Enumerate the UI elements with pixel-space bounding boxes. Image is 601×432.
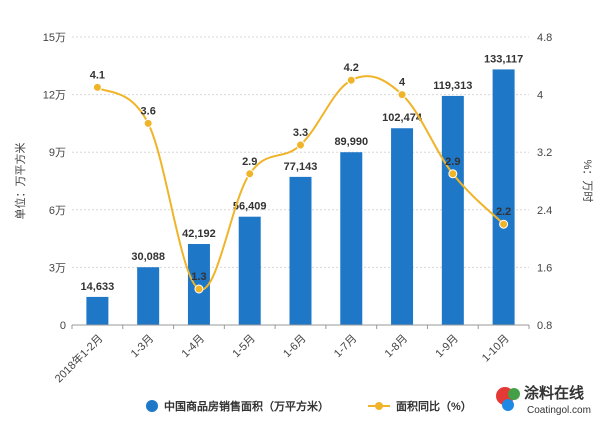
line-data-label: 3.6 [141,105,156,117]
line-data-label: 4.1 [90,69,105,81]
bar-data-label: 42,192 [182,228,216,240]
line-data-label: 1.3 [191,271,206,283]
legend: 中国商品房销售面积（万平方米） 面积同比（%） [146,399,472,413]
bar-data-label: 14,633 [81,281,115,293]
line-point [245,169,255,179]
line-point [92,82,102,92]
line-data-label: 2.9 [445,156,460,168]
bar [86,296,109,325]
watermark: 涂料在线 Coatingol.com [496,384,591,416]
x-tick-label: 1-4月 [180,333,208,361]
bar-data-label: 119,313 [433,80,472,92]
line-point [397,90,407,100]
bar-data-label: 77,143 [284,161,318,173]
legend-line-marker [375,402,383,410]
bar [492,69,515,325]
y-tick-label: 12万 [43,90,66,102]
y2-axis-title: %：万时 [581,160,594,203]
bar [137,267,160,325]
x-tick-label: 1-6月 [281,333,309,361]
line-path [96,75,505,291]
y2-tick-label: 4 [537,90,543,102]
legend-bar-swatch [146,400,158,412]
x-tick-label: 1-5月 [230,333,258,361]
bar-data-label: 30,088 [131,251,165,263]
line-data-label: 4.2 [344,62,359,74]
x-tick-label: 1-8月 [383,333,411,361]
y2-tick-label: 0.8 [537,320,552,332]
x-tick-label: 1-3月 [129,333,157,361]
line-point [448,169,458,179]
bar [238,216,261,325]
y-tick-label: 0 [60,320,66,332]
y2-tick-label: 3.2 [537,147,552,159]
bar [391,128,414,325]
watermark-site: Coatingol.com [527,405,591,416]
line-point [499,219,509,229]
line-point [296,140,305,150]
y-tick-label: 9万 [49,147,66,159]
line-data-label: 2.2 [496,206,511,218]
line-data-label: 2.9 [242,156,257,168]
x-tick-label: 1-10月 [480,333,512,365]
y-axis-title: 单位：万平方米 [13,143,27,220]
line-point [143,118,153,128]
bar-data-label: 89,990 [334,136,368,148]
line-data-label: 4 [399,77,406,89]
line-data-label: 3.3 [293,127,308,139]
x-tick-label: 1-7月 [332,333,360,361]
bar [340,152,363,325]
watermark-brand: 涂料在线 [524,384,584,402]
legend-line-label: 面积同比（%） [396,399,472,413]
y-tick-label: 6万 [49,205,66,217]
x-tick-label: 1-9月 [433,333,461,361]
line-point [346,75,356,85]
bar [289,176,312,325]
bar-data-label: 133,117 [484,53,523,65]
bar [441,95,464,325]
legend-bar-label: 中国商品房销售面积（万平方米） [164,399,329,413]
x-tick-label: 2018年1-2月 [52,331,106,385]
bar-data-label: 102,474 [382,112,423,124]
y-tick-label: 15万 [43,32,66,44]
line-point [194,284,204,294]
bar [187,243,210,325]
y2-tick-label: 4.8 [537,32,552,44]
watermark-logo-icon [496,387,520,411]
y2-tick-label: 2.4 [537,205,552,217]
line-series: 4.1 3.6 1.3 2.9 3.3 4.2 4 2.9 2.2 [90,62,511,294]
bar-series: 14,633 30,088 42,192 56,409 77,143 89,990 102,… [81,53,523,325]
y2-tick-label: 1.6 [537,262,552,274]
bar-data-label: 56,409 [233,201,267,213]
y-tick-label: 3万 [49,262,66,274]
